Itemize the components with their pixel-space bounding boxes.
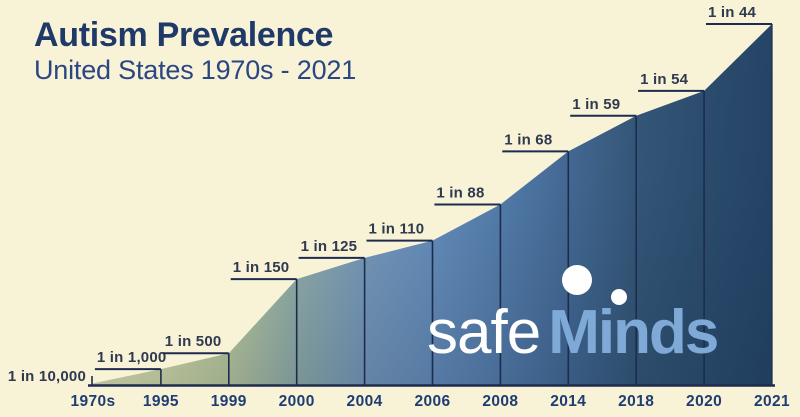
- x-tick-label: 1995: [143, 393, 179, 410]
- logo-dot-icon: [611, 289, 627, 305]
- x-tick-label: 1999: [211, 393, 247, 410]
- prevalence-label: 1 in 150: [233, 259, 290, 276]
- prevalence-label: 1 in 88: [436, 185, 484, 202]
- logo-wordmark: safe Minds: [427, 297, 719, 368]
- chart-header: Autism Prevalence United States 1970s - …: [34, 16, 356, 86]
- logo-text-safe: safe: [427, 298, 541, 367]
- x-tick-label: 2014: [550, 393, 586, 410]
- prevalence-label: 1 in 110: [369, 221, 425, 238]
- prevalence-label: 1 in 1,000: [97, 349, 167, 366]
- logo-head-circle-icon: [562, 265, 592, 295]
- prevalence-label: 1 in 125: [301, 238, 358, 255]
- page-subtitle: United States 1970s - 2021: [34, 55, 357, 85]
- prevalence-label: 1 in 59: [572, 96, 620, 113]
- page-title: Autism Prevalence: [34, 16, 334, 54]
- x-tick-label: 2008: [482, 393, 518, 410]
- prevalence-label: 1 in 500: [165, 333, 222, 350]
- logo-text-minds: Minds: [548, 298, 719, 367]
- x-tick-label: 2004: [347, 393, 383, 410]
- x-tick-label: 2021: [754, 393, 790, 410]
- x-tick-label: 2000: [279, 393, 315, 410]
- x-tick-label: 2018: [618, 393, 654, 410]
- prevalence-label: 1 in 44: [708, 4, 757, 21]
- x-tick-label: 2020: [686, 393, 722, 410]
- x-tick-label: 1970s: [70, 393, 115, 410]
- prevalence-label: 1 in 68: [504, 131, 552, 148]
- area-shading: [93, 24, 772, 385]
- x-tick-label: 2006: [414, 393, 450, 410]
- prevalence-label: 1 in 10,000: [8, 368, 86, 385]
- prevalence-label: 1 in 54: [640, 71, 689, 88]
